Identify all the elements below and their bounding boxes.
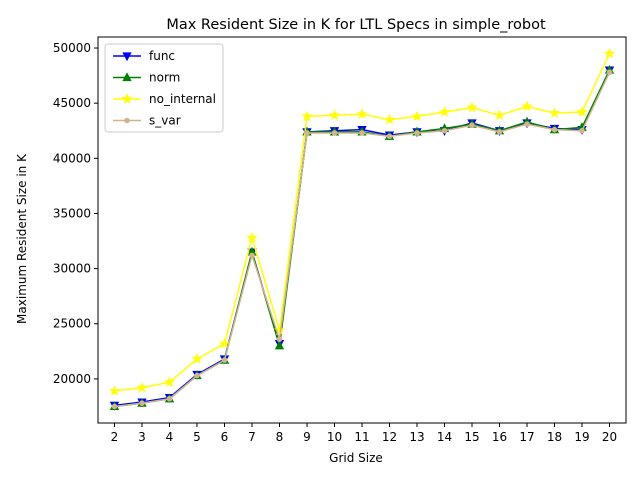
x-tick-label: 17 (519, 430, 534, 444)
data-point-s-var (606, 69, 613, 76)
legend-marker (122, 72, 132, 82)
x-tick-label: 19 (574, 430, 589, 444)
legend-entry-s-var: s_var (113, 114, 181, 128)
x-tick-label: 6 (221, 430, 229, 444)
series-s-var (111, 69, 613, 410)
data-point-s-var (249, 252, 255, 259)
x-tick-label: 15 (464, 430, 479, 444)
data-point-no-internal (356, 108, 368, 119)
x-tick-label: 11 (354, 430, 369, 444)
legend-marker (124, 117, 130, 124)
y-tick-label: 40000 (53, 151, 91, 165)
legend-label: no_internal (149, 92, 216, 106)
x-tick-label: 4 (166, 430, 174, 444)
data-point-s-var (276, 336, 283, 342)
y-tick-label: 20000 (53, 372, 91, 386)
legend-entry-func: func (113, 49, 175, 63)
data-point-s-var (331, 130, 338, 136)
x-tick-label: 20 (602, 430, 617, 444)
x-tick-label: 18 (547, 430, 562, 444)
data-point-s-var (166, 395, 173, 402)
legend-box (104, 43, 224, 133)
data-point-no-internal (603, 47, 616, 59)
legend-label: norm (149, 71, 180, 85)
data-point-s-var (414, 130, 420, 136)
legend-marker (122, 52, 132, 62)
data-point-no-internal (493, 109, 506, 121)
data-point-s-var (111, 403, 118, 410)
y-tick-label: 25000 (53, 317, 91, 331)
plot-area (108, 47, 616, 411)
data-point-s-var (441, 127, 448, 134)
axes: 2 3 4 5 6 7 8 9 10 11 12 13 14 15 16 17 18 19 20 20000 25000… (53, 36, 627, 444)
x-tick-label: 7 (248, 430, 256, 444)
data-point-s-var (524, 121, 530, 127)
data-point-s-var (304, 130, 310, 136)
legend-marker (121, 93, 133, 104)
data-point-s-var (496, 129, 503, 135)
x-tick-label: 12 (382, 430, 397, 444)
x-tick-label: 3 (138, 430, 146, 444)
data-point-no-internal (246, 231, 258, 243)
data-point-s-var (386, 133, 393, 140)
data-point-s-var (194, 372, 200, 379)
x-tick-label: 14 (437, 430, 452, 444)
x-tick-label: 16 (492, 430, 507, 444)
data-point-no-internal (521, 100, 533, 112)
legend: func norm no_internal s_var (104, 43, 224, 133)
x-tick-label: 5 (193, 430, 201, 444)
data-point-no-internal (108, 385, 121, 396)
legend-label: func (149, 49, 175, 63)
legend-entry-no-internal: no_internal (113, 92, 216, 106)
x-tick-label: 9 (303, 430, 311, 444)
x-tick-label: 10 (327, 430, 342, 444)
legend-entry-norm: norm (113, 71, 180, 85)
data-point-s-var (551, 126, 558, 133)
data-point-no-internal (576, 106, 588, 117)
y-tick-label: 30000 (53, 262, 91, 276)
data-point-s-var (221, 357, 228, 363)
data-point-no-internal (438, 106, 451, 117)
y-tick-label: 35000 (53, 206, 91, 220)
legend-label: s_var (149, 114, 181, 128)
data-point-no-internal (411, 110, 423, 122)
x-axis-title: Grid Size (329, 451, 383, 465)
data-point-no-internal (383, 113, 396, 125)
data-point-s-var (359, 130, 365, 136)
x-tick-label: 2 (111, 430, 119, 444)
data-point-no-internal (191, 353, 203, 364)
data-point-no-internal (301, 110, 313, 122)
data-point-no-internal (218, 337, 231, 349)
data-point-no-internal (328, 109, 341, 121)
data-point-s-var (139, 400, 145, 406)
data-point-s-var (469, 122, 475, 129)
y-tick-label: 50000 (53, 41, 91, 55)
y-tick-label: 45000 (53, 96, 91, 110)
data-point-no-internal (466, 101, 478, 113)
data-point-norm (274, 340, 285, 350)
data-point-no-internal (136, 381, 148, 393)
x-tick-label: 8 (276, 430, 284, 444)
chart-title: Max Resident Size in K for LTL Specs in … (166, 17, 546, 33)
data-point-no-internal (163, 376, 176, 387)
data-point-no-internal (548, 107, 561, 118)
series-no-internal (108, 47, 616, 396)
x-tick-label: 13 (409, 430, 424, 444)
data-point-s-var (579, 127, 585, 134)
y-axis-title: Maximum Resident Size in K (15, 153, 29, 324)
